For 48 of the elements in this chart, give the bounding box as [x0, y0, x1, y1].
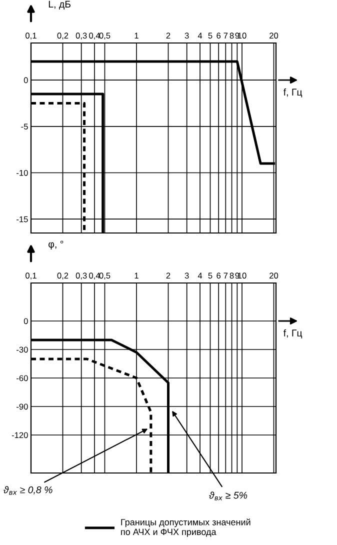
- y-tick-label: -15: [16, 216, 28, 222]
- x-tick-label: 2: [166, 272, 170, 278]
- x-tick-label: 7: [224, 272, 228, 278]
- x-tick-label: 0,4: [89, 32, 100, 40]
- annotation: ϑ$_{вх}$ ≥ 0,8 %: [4, 486, 52, 495]
- y-axis-title: φ, °: [48, 240, 64, 250]
- x-tick-label: 9: [235, 32, 240, 39]
- x-tick-label: 0,2: [57, 32, 68, 40]
- legend-label: Границы допустимых значений по АЧХ и ФЧХ привода: [121, 518, 250, 537]
- y-tick-label: -5: [21, 124, 28, 130]
- x-tick-label: 4: [198, 272, 202, 278]
- x-tick-label: 6: [216, 272, 221, 279]
- x-tick-label: 10: [238, 32, 246, 39]
- x-tick-label: 7: [224, 32, 228, 38]
- x-tick-label: 0,3: [76, 32, 87, 40]
- x-tick-label: 1: [134, 32, 138, 38]
- x-tick-label: 8: [230, 272, 234, 279]
- x-tick-label: 0,5: [99, 32, 110, 40]
- y-tick-label: 0: [24, 77, 28, 84]
- y-tick-label: -30: [16, 346, 28, 353]
- x-tick-label: 0,5: [99, 272, 110, 280]
- x-tick-label: 9: [235, 272, 240, 279]
- annotation: ϑ$_{вх}$ ≥ 5%: [209, 492, 248, 500]
- x-tick-label: 20: [270, 32, 278, 39]
- x-tick-label: 2: [166, 32, 170, 38]
- y-tick-label: -60: [16, 375, 28, 382]
- x-tick-label: 10: [238, 272, 246, 279]
- x-tick-label: 0,4: [89, 272, 100, 280]
- x-tick-label: 20: [270, 272, 278, 279]
- x-tick-label: 0,1: [26, 272, 36, 280]
- x-tick-label: 4: [198, 32, 202, 38]
- x-tick-label: 3: [184, 32, 189, 39]
- y-tick-label: 0: [24, 318, 28, 324]
- x-tick-label: 5: [208, 272, 212, 279]
- x-axis-title: f, Гц: [283, 88, 302, 98]
- x-tick-label: 0,2: [57, 272, 68, 280]
- x-tick-label: 0,1: [26, 32, 36, 40]
- x-axis-title: f, Гц: [283, 329, 302, 338]
- y-tick-label: -120: [12, 432, 28, 438]
- y-tick-label: -10: [16, 170, 28, 176]
- x-tick-label: 5: [208, 32, 212, 39]
- x-tick-label: 6: [216, 32, 221, 39]
- x-tick-label: 0,3: [76, 272, 87, 280]
- y-axis-title: L, дБ: [48, 0, 71, 10]
- x-tick-label: 8: [230, 32, 234, 39]
- x-tick-label: 1: [134, 272, 138, 278]
- x-tick-label: 3: [184, 272, 189, 279]
- y-tick-label: -90: [16, 404, 28, 410]
